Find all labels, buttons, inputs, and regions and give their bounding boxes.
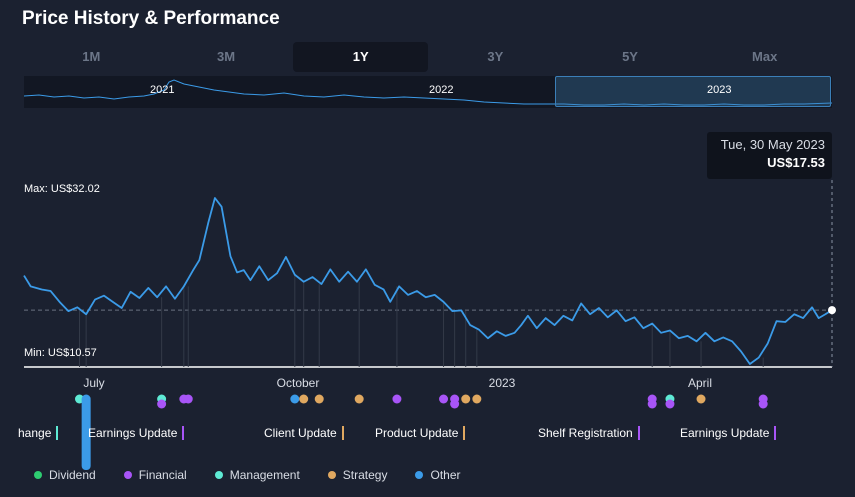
tab-1y[interactable]: 1Y — [293, 42, 429, 72]
event-label[interactable]: Earnings Update — [680, 426, 777, 440]
legend-management[interactable]: Management — [214, 468, 300, 482]
event-label[interactable]: Shelf Registration — [538, 426, 640, 440]
price-tooltip: Tue, 30 May 2023 US$17.53 — [707, 132, 832, 179]
tab-1m[interactable]: 1M — [82, 49, 101, 64]
event-marker-dot — [290, 394, 300, 404]
current-price-point — [828, 306, 836, 315]
legend-financial[interactable]: Financial — [123, 468, 187, 482]
event-marker-dot — [758, 399, 768, 409]
event-legend: Dividend Financial Management Strategy O… — [34, 468, 489, 482]
minichart-line — [24, 79, 832, 106]
x-tick-2023: 2023 — [488, 376, 516, 390]
minichart-selection[interactable] — [555, 76, 831, 107]
event-cluster-bar — [81, 396, 91, 470]
event-marker-dot — [354, 394, 364, 404]
legend-dot — [123, 471, 132, 479]
tooltip-date: Tue, 30 May 2023 — [720, 137, 825, 152]
minichart-year-2022: 2022 — [429, 84, 454, 96]
page-title: Price History & Performance — [22, 8, 280, 29]
legend-dot — [214, 471, 223, 479]
price-chart[interactable] — [0, 0, 855, 470]
x-tick-july: July — [83, 376, 105, 390]
minichart-year-2023: 2023 — [707, 84, 732, 96]
event-marker-dot — [665, 399, 675, 409]
minichart-year-2021: 2021 — [150, 84, 175, 96]
event-marker-dot — [696, 394, 706, 404]
event-marker-dot — [450, 399, 460, 409]
x-tick-october: October — [276, 376, 320, 390]
min-price-label: Min: US$10.57 — [24, 347, 97, 359]
legend-dot — [415, 471, 424, 479]
event-label[interactable]: Client Update — [264, 426, 344, 440]
event-marker-dot — [647, 399, 657, 409]
legend-dot — [34, 471, 42, 479]
max-price-label: Max: US$32.02 — [24, 183, 100, 195]
event-marker-dot — [392, 394, 402, 404]
event-marker-dot — [157, 399, 167, 409]
event-label[interactable]: hange — [18, 426, 59, 440]
legend-strategy[interactable]: Strategy — [327, 468, 387, 482]
event-marker-dot — [314, 394, 324, 404]
event-marker-dot — [439, 394, 449, 404]
tab-max[interactable]: Max — [752, 49, 778, 64]
event-label[interactable]: Earnings Update — [88, 426, 185, 440]
legend-other[interactable]: Other — [415, 468, 461, 482]
event-marker-dot — [299, 394, 309, 404]
tab-3m[interactable]: 3M — [216, 49, 236, 64]
tooltip-price: US$17.53 — [767, 155, 825, 170]
event-marker-dot — [461, 394, 471, 404]
x-tick-april: April — [687, 376, 713, 390]
event-label[interactable]: Product Update — [375, 426, 466, 440]
price-line — [23, 197, 833, 365]
legend-dividend[interactable]: Dividend — [34, 468, 96, 482]
tab-3y[interactable]: 3Y — [487, 49, 504, 64]
period-tabs: 1M 3M 1Y 3Y 5Y Max — [24, 42, 832, 72]
overview-minichart[interactable]: 2021 2022 2023 — [24, 76, 832, 108]
tab-5y[interactable]: 5Y — [622, 49, 638, 64]
legend-dot — [327, 471, 336, 479]
event-marker-dot — [472, 394, 482, 404]
event-marker-dot — [183, 394, 193, 404]
event-labels-row: hange Earnings Update Client Update Prod… — [0, 420, 855, 450]
